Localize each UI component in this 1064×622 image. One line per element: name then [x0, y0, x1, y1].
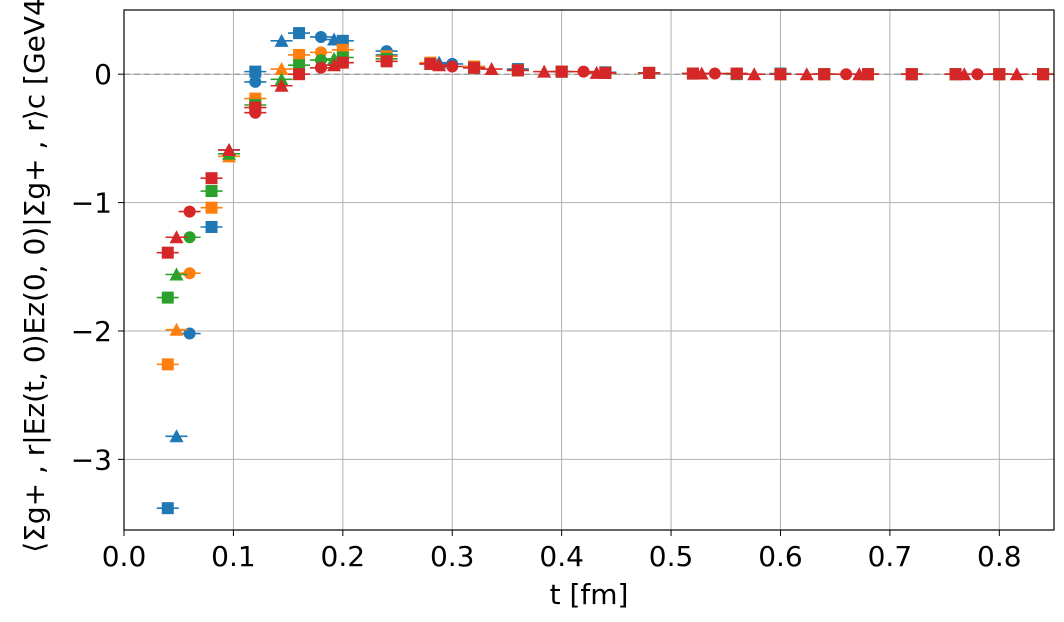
- x-axis-ticks: 0.0 0.1 0.2 0.3 0.4 0.5 0.6 0.7 0.8: [102, 530, 1022, 573]
- data-point-square: [468, 61, 481, 74]
- data-point-square: [599, 66, 612, 79]
- x-tick-label: 0.7: [868, 540, 913, 573]
- data-point-triangle: [747, 67, 762, 81]
- data-point-square: [249, 101, 262, 114]
- data-point-square: [511, 64, 524, 77]
- data-point-square: [205, 220, 218, 233]
- x-tick-label: 0.1: [211, 540, 256, 573]
- data-point-square: [161, 358, 174, 371]
- series-2: [156, 43, 1055, 371]
- data-point-square: [161, 246, 174, 259]
- data-point-square: [555, 65, 568, 78]
- data-point-square: [249, 65, 262, 78]
- data-point-circle: [708, 67, 721, 80]
- data-point-square: [730, 67, 743, 80]
- data-point-square: [993, 68, 1006, 81]
- data-point-triangle: [169, 230, 184, 244]
- data-point-triangle: [537, 64, 552, 78]
- data-point-square: [424, 57, 437, 70]
- data-point-square: [293, 27, 306, 40]
- data-point-triangle: [274, 62, 289, 76]
- data-point-circle: [971, 68, 984, 81]
- x-tick-label: 0.5: [649, 540, 694, 573]
- data-point-triangle: [169, 267, 184, 281]
- data-point-square: [161, 291, 174, 304]
- data-point-square: [1037, 68, 1050, 81]
- data-point-triangle: [169, 429, 184, 443]
- data-point-square: [205, 185, 218, 198]
- x-tick-label: 0.6: [758, 540, 803, 573]
- data-point-triangle: [274, 33, 289, 47]
- data-point-circle: [183, 327, 196, 340]
- data-point-square: [905, 68, 918, 81]
- data-point-square: [818, 68, 831, 81]
- data-point-circle: [840, 68, 853, 81]
- data-point-square: [380, 55, 393, 68]
- series-1: [156, 27, 1055, 515]
- series-4: [156, 55, 1055, 259]
- data-point-square: [293, 48, 306, 61]
- data-points: [156, 27, 1055, 515]
- data-point-triangle: [432, 58, 447, 72]
- y-tick-label: −3: [71, 443, 112, 476]
- series-3: [156, 51, 1055, 304]
- data-point-triangle: [274, 78, 289, 92]
- y-axis-label: ⟨Σg+ , r|Ez(t, 0)Ez(0, 0)|Σg+ , r⟩c [GeV…: [18, 0, 51, 553]
- data-point-square: [161, 502, 174, 515]
- data-point-triangle: [484, 62, 499, 76]
- data-point-triangle: [694, 66, 709, 80]
- data-point-square: [205, 172, 218, 185]
- plot-frame: [123, 9, 1055, 531]
- y-axis-ticks: −3 −2 −1 0: [71, 58, 124, 476]
- data-point-square: [336, 56, 349, 69]
- data-point-square: [862, 68, 874, 81]
- data-point-circle: [314, 61, 327, 74]
- data-point-triangle: [222, 142, 237, 156]
- x-tick-label: 0.4: [539, 540, 584, 573]
- data-point-square: [774, 68, 787, 81]
- data-point-circle: [577, 65, 590, 78]
- data-point-triangle: [1009, 67, 1024, 81]
- x-tick-label: 0.3: [430, 540, 475, 573]
- y-tick-label: −2: [71, 315, 112, 348]
- data-point-triangle: [799, 67, 814, 81]
- grid-lines: [123, 10, 1054, 530]
- data-point-triangle: [169, 322, 184, 336]
- y-tick-label: −1: [71, 187, 112, 220]
- data-point-circle: [446, 60, 459, 73]
- data-point-circle: [183, 267, 196, 280]
- x-tick-label: 0.2: [321, 540, 366, 573]
- data-point-square: [293, 68, 306, 81]
- data-point-circle: [249, 75, 262, 88]
- data-point-circle: [183, 205, 196, 218]
- data-point-circle: [314, 30, 327, 43]
- x-axis-label: t [fm]: [550, 578, 629, 611]
- data-point-circle: [183, 231, 196, 244]
- x-tick-label: 0.0: [102, 540, 147, 573]
- data-point-triangle: [957, 67, 972, 81]
- data-point-square: [205, 201, 218, 214]
- data-point-square: [643, 66, 656, 79]
- y-tick-label: 0: [94, 58, 112, 91]
- x-tick-label: 0.8: [977, 540, 1022, 573]
